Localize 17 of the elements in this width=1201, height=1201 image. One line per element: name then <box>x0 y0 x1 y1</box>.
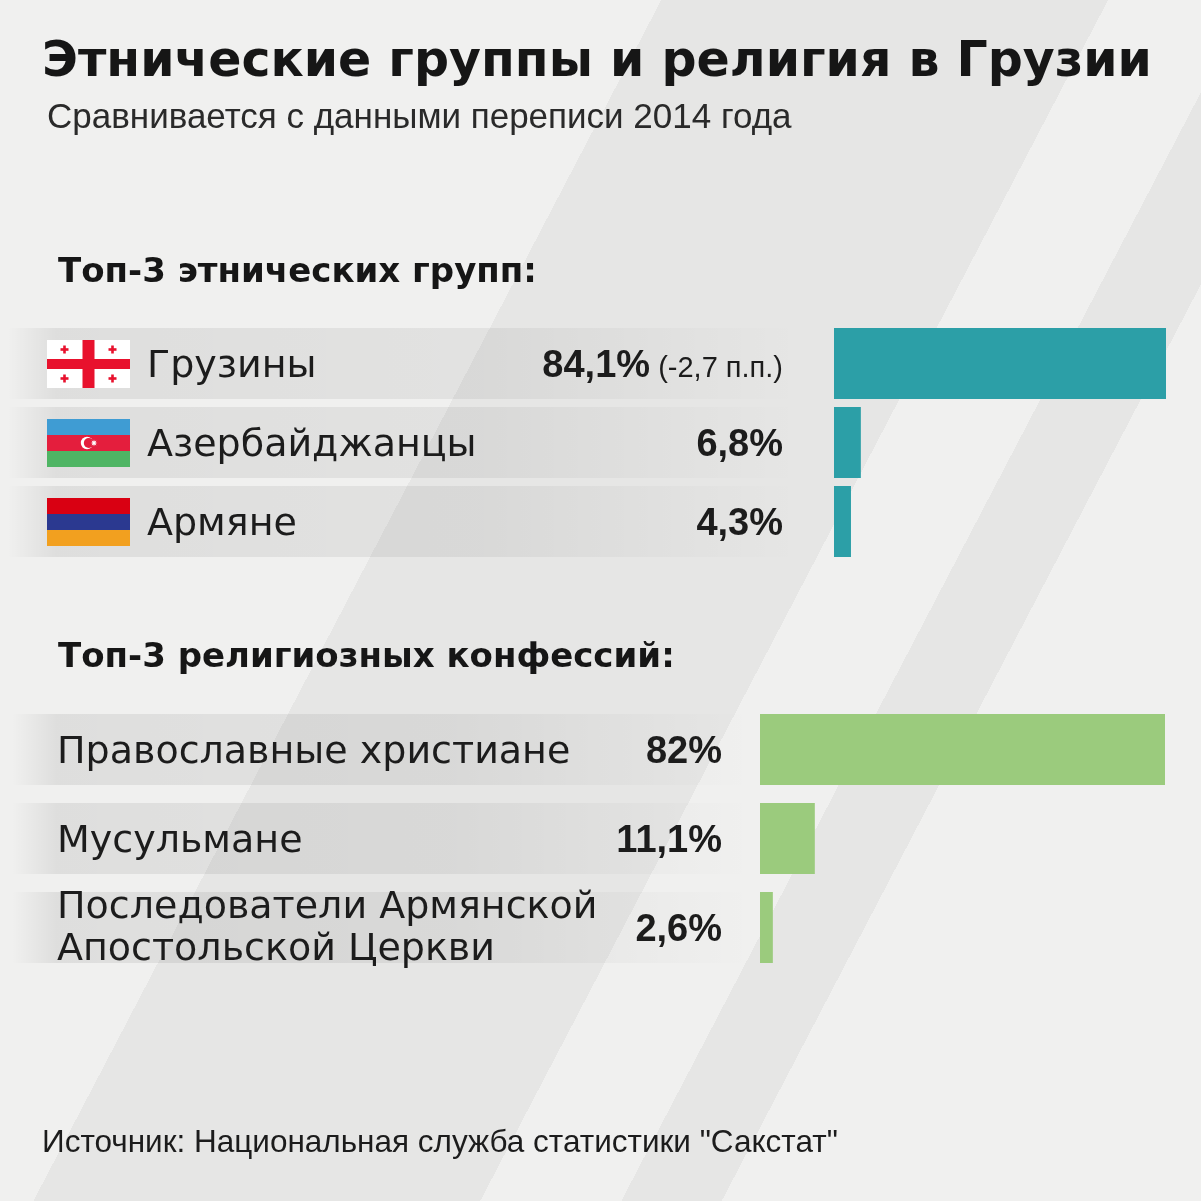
data-label: 6,8% <box>696 422 783 465</box>
data-label: 82% <box>645 729 722 772</box>
y-tick-label: Последователи Армянской Апостольской Церкви <box>57 883 598 970</box>
y-tick-label: Азербайджанцы <box>147 421 477 466</box>
data-label: 2,6% <box>635 907 722 950</box>
text: Топ-3 этнических групп: <box>58 250 537 291</box>
text: Топ-3 религиозных конфессий: <box>58 635 675 676</box>
y-tick-label: Грузины <box>147 342 317 387</box>
text: Этнические группы и религия в Грузии <box>42 31 1152 89</box>
data-label: 11,1% <box>616 818 722 861</box>
y-tick-label: Православные христиане <box>57 728 571 773</box>
text: Источник: Национальная служба статистики "Сакстат" <box>42 1123 838 1160</box>
data-label: 84,1% (-2,7 п.п.) <box>542 343 783 386</box>
data-label: 4,3% <box>696 501 783 544</box>
y-tick-label: Мусульмане <box>57 817 303 862</box>
text: Сравнивается с данными переписи 2014 года <box>47 96 792 137</box>
y-tick-label: Армяне <box>147 500 297 545</box>
